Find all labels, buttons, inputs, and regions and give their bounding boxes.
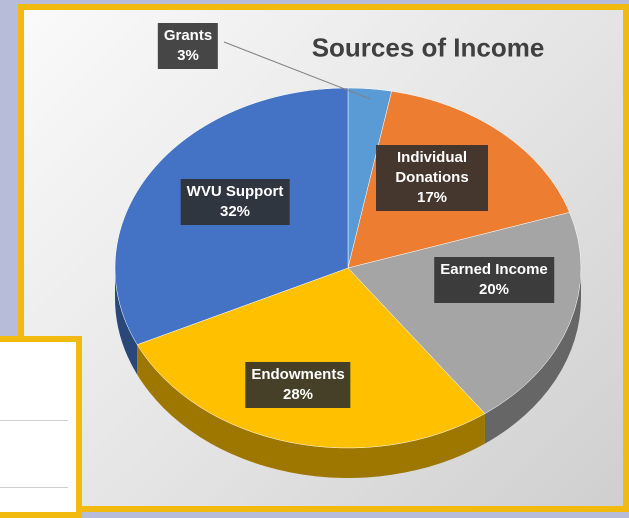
category-name: Endowments xyxy=(251,366,345,383)
category-name: Individual Donations xyxy=(395,149,469,186)
side-panel xyxy=(0,336,82,518)
divider xyxy=(0,420,68,421)
category-name: WVU Support xyxy=(186,183,284,200)
data-label: WVU Support 32% xyxy=(180,179,290,225)
percent-label: 17% xyxy=(416,189,448,206)
data-label: Endowments 28% xyxy=(245,362,351,408)
data-label: Grants 3% xyxy=(157,23,219,69)
chart-title: Sources of Income xyxy=(311,32,545,63)
divider xyxy=(0,487,68,488)
category-name: Grants xyxy=(163,27,213,44)
data-label: Individual Donations 17% xyxy=(376,145,488,211)
percent-label: 28% xyxy=(282,386,314,403)
slice xyxy=(136,267,486,449)
data-label: Earned Income 20% xyxy=(434,257,554,303)
slice-side xyxy=(137,344,485,478)
slice-side xyxy=(484,268,581,444)
leader-line xyxy=(223,41,371,100)
percent-label: 3% xyxy=(177,47,199,64)
percent-label: 20% xyxy=(478,281,510,298)
slice-side xyxy=(115,268,138,375)
category-name: Earned Income xyxy=(440,261,548,278)
percent-label: 32% xyxy=(219,203,251,220)
